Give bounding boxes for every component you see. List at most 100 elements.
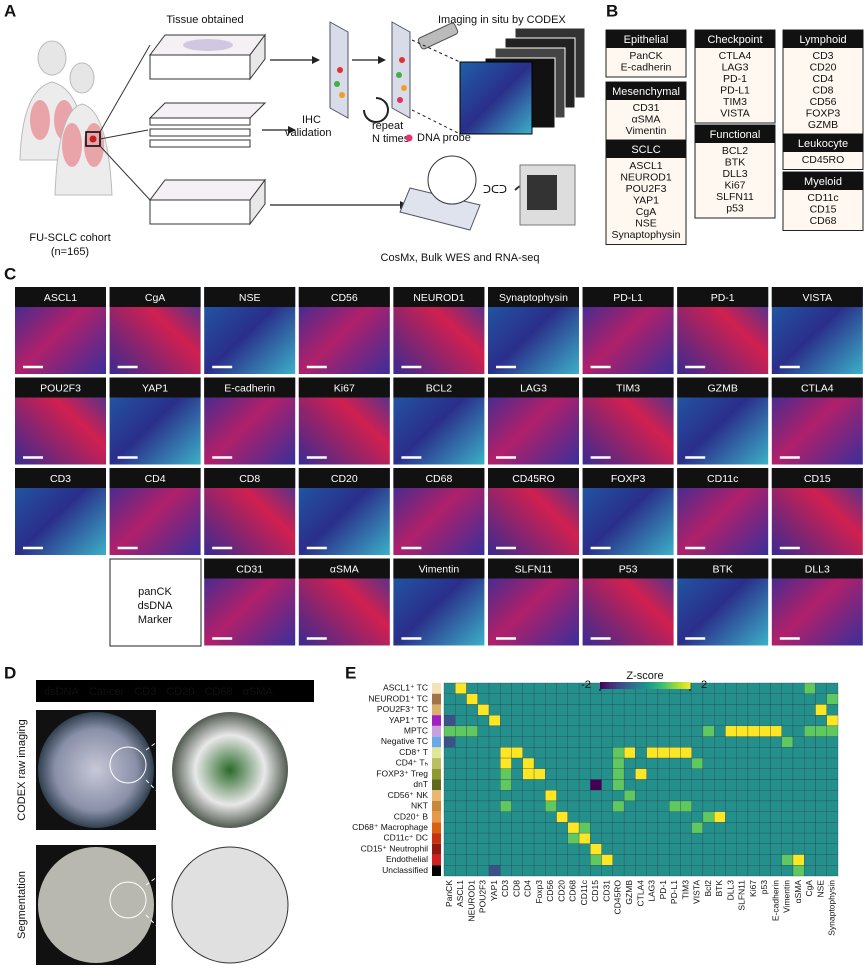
heatmap-cell bbox=[668, 693, 681, 705]
tile-label: PD-L1 bbox=[613, 292, 643, 304]
heatmap-cell bbox=[680, 725, 692, 737]
heatmap-cell bbox=[657, 768, 670, 780]
heatmap-cell bbox=[826, 704, 839, 716]
tile-header bbox=[488, 468, 579, 488]
heatmap-cell bbox=[691, 768, 704, 780]
heatmap-cell bbox=[601, 747, 614, 759]
colorbar-step bbox=[656, 682, 659, 689]
heatmap-cell bbox=[747, 704, 760, 716]
heatmap-cell bbox=[815, 757, 827, 769]
heatmap-cell bbox=[443, 822, 456, 834]
marker-item: NSE bbox=[635, 217, 657, 229]
heatmap-cell bbox=[500, 811, 512, 823]
colorbar-step bbox=[665, 682, 668, 689]
marker-group: Epithelial bbox=[624, 34, 669, 46]
heatmap-cell bbox=[612, 832, 625, 844]
heatmap-cell bbox=[691, 865, 704, 877]
row-label: CD15⁺ Neutrophil bbox=[361, 843, 428, 853]
step-label: validation bbox=[285, 127, 331, 139]
heatmap-cell bbox=[488, 715, 501, 727]
heatmap-cell bbox=[792, 865, 805, 877]
heatmap-cell bbox=[455, 715, 467, 727]
heatmap-cell bbox=[477, 822, 490, 834]
heatmap-cell bbox=[646, 757, 659, 769]
heatmap-cell bbox=[623, 693, 636, 705]
heatmap-cell bbox=[612, 715, 625, 727]
step-label: Tissue obtained bbox=[166, 14, 243, 26]
heatmap-cell bbox=[770, 768, 782, 780]
marker-group: SCLC bbox=[631, 144, 660, 156]
heatmap-cell bbox=[691, 725, 704, 737]
column-label: SLFN11 bbox=[737, 880, 747, 911]
heatmap-cell bbox=[759, 811, 771, 823]
tile-header bbox=[582, 468, 674, 488]
marker-item: PanCK bbox=[629, 50, 662, 62]
heatmap-cell bbox=[488, 736, 501, 748]
column-label: CD8 bbox=[511, 880, 521, 897]
colorbar-step bbox=[649, 682, 653, 689]
heatmap-cell bbox=[714, 865, 726, 877]
heatmap-cell bbox=[759, 725, 771, 737]
heatmap-cell bbox=[623, 854, 636, 866]
heatmap-cell bbox=[826, 854, 839, 866]
tile-label: CTLA4 bbox=[801, 382, 834, 394]
row-annotation bbox=[432, 833, 441, 844]
heatmap-cell bbox=[578, 865, 591, 877]
heatmap-cell bbox=[770, 779, 782, 791]
heatmap-cell bbox=[522, 790, 535, 802]
colorbar-step bbox=[615, 682, 619, 689]
tile-header bbox=[393, 377, 485, 398]
heatmap-cell bbox=[612, 693, 625, 705]
heatmap-cell bbox=[488, 693, 501, 705]
heatmap-cell bbox=[533, 704, 546, 716]
heatmap-cell bbox=[680, 843, 692, 855]
heatmap-cell bbox=[804, 736, 816, 748]
heatmap-cell bbox=[511, 790, 523, 802]
heatmap-cell bbox=[759, 757, 771, 769]
heatmap-cell bbox=[657, 832, 670, 844]
heatmap-cell bbox=[680, 811, 692, 823]
tile-label: P53 bbox=[619, 563, 638, 575]
panel-label: B bbox=[606, 1, 618, 20]
colorbar-step bbox=[685, 682, 689, 689]
tile-label: BCL2 bbox=[426, 382, 452, 394]
heatmap-cell bbox=[601, 736, 614, 748]
heatmap-cell bbox=[578, 704, 591, 716]
tile-label: CD20 bbox=[331, 473, 358, 485]
heatmap-cell bbox=[500, 779, 512, 791]
heatmap-cell bbox=[533, 865, 546, 877]
tile-label: CD8 bbox=[239, 473, 260, 485]
heatmap-cell bbox=[556, 865, 568, 877]
colorbar-title: Z-score bbox=[626, 670, 663, 682]
heatmap-cell bbox=[702, 704, 715, 716]
heatmap-cell bbox=[714, 682, 726, 694]
heatmap-cell bbox=[443, 725, 456, 737]
heatmap-cell bbox=[522, 832, 535, 844]
marker-header bbox=[606, 140, 686, 158]
heatmap-cell bbox=[815, 790, 827, 802]
heatmap-cell bbox=[522, 865, 535, 877]
row-label: CD4⁺ Tₕ bbox=[396, 758, 429, 768]
heatmap-cell bbox=[815, 693, 827, 705]
heatmap-cell bbox=[736, 811, 749, 823]
connector bbox=[99, 44, 151, 133]
marker-item: CD31 bbox=[633, 102, 660, 114]
heatmap-cell bbox=[759, 747, 771, 759]
heatmap-cell bbox=[826, 822, 839, 834]
heatmap-cell bbox=[488, 757, 501, 769]
heatmap-cell bbox=[488, 865, 501, 877]
heatmap-cell bbox=[612, 790, 625, 802]
heatmap-cell bbox=[511, 725, 523, 737]
heatmap-cell bbox=[623, 704, 636, 716]
heatmap-cell bbox=[702, 811, 715, 823]
heatmap-cell bbox=[646, 725, 659, 737]
heatmap-cell bbox=[815, 725, 827, 737]
heatmap-cell bbox=[792, 693, 805, 705]
heatmap-cell bbox=[533, 682, 546, 694]
heatmap-cell bbox=[804, 822, 816, 834]
heatmap-cell bbox=[725, 704, 737, 716]
probe-dot bbox=[405, 134, 413, 142]
heatmap-cell bbox=[826, 811, 839, 823]
heatmap-cell bbox=[455, 725, 467, 737]
